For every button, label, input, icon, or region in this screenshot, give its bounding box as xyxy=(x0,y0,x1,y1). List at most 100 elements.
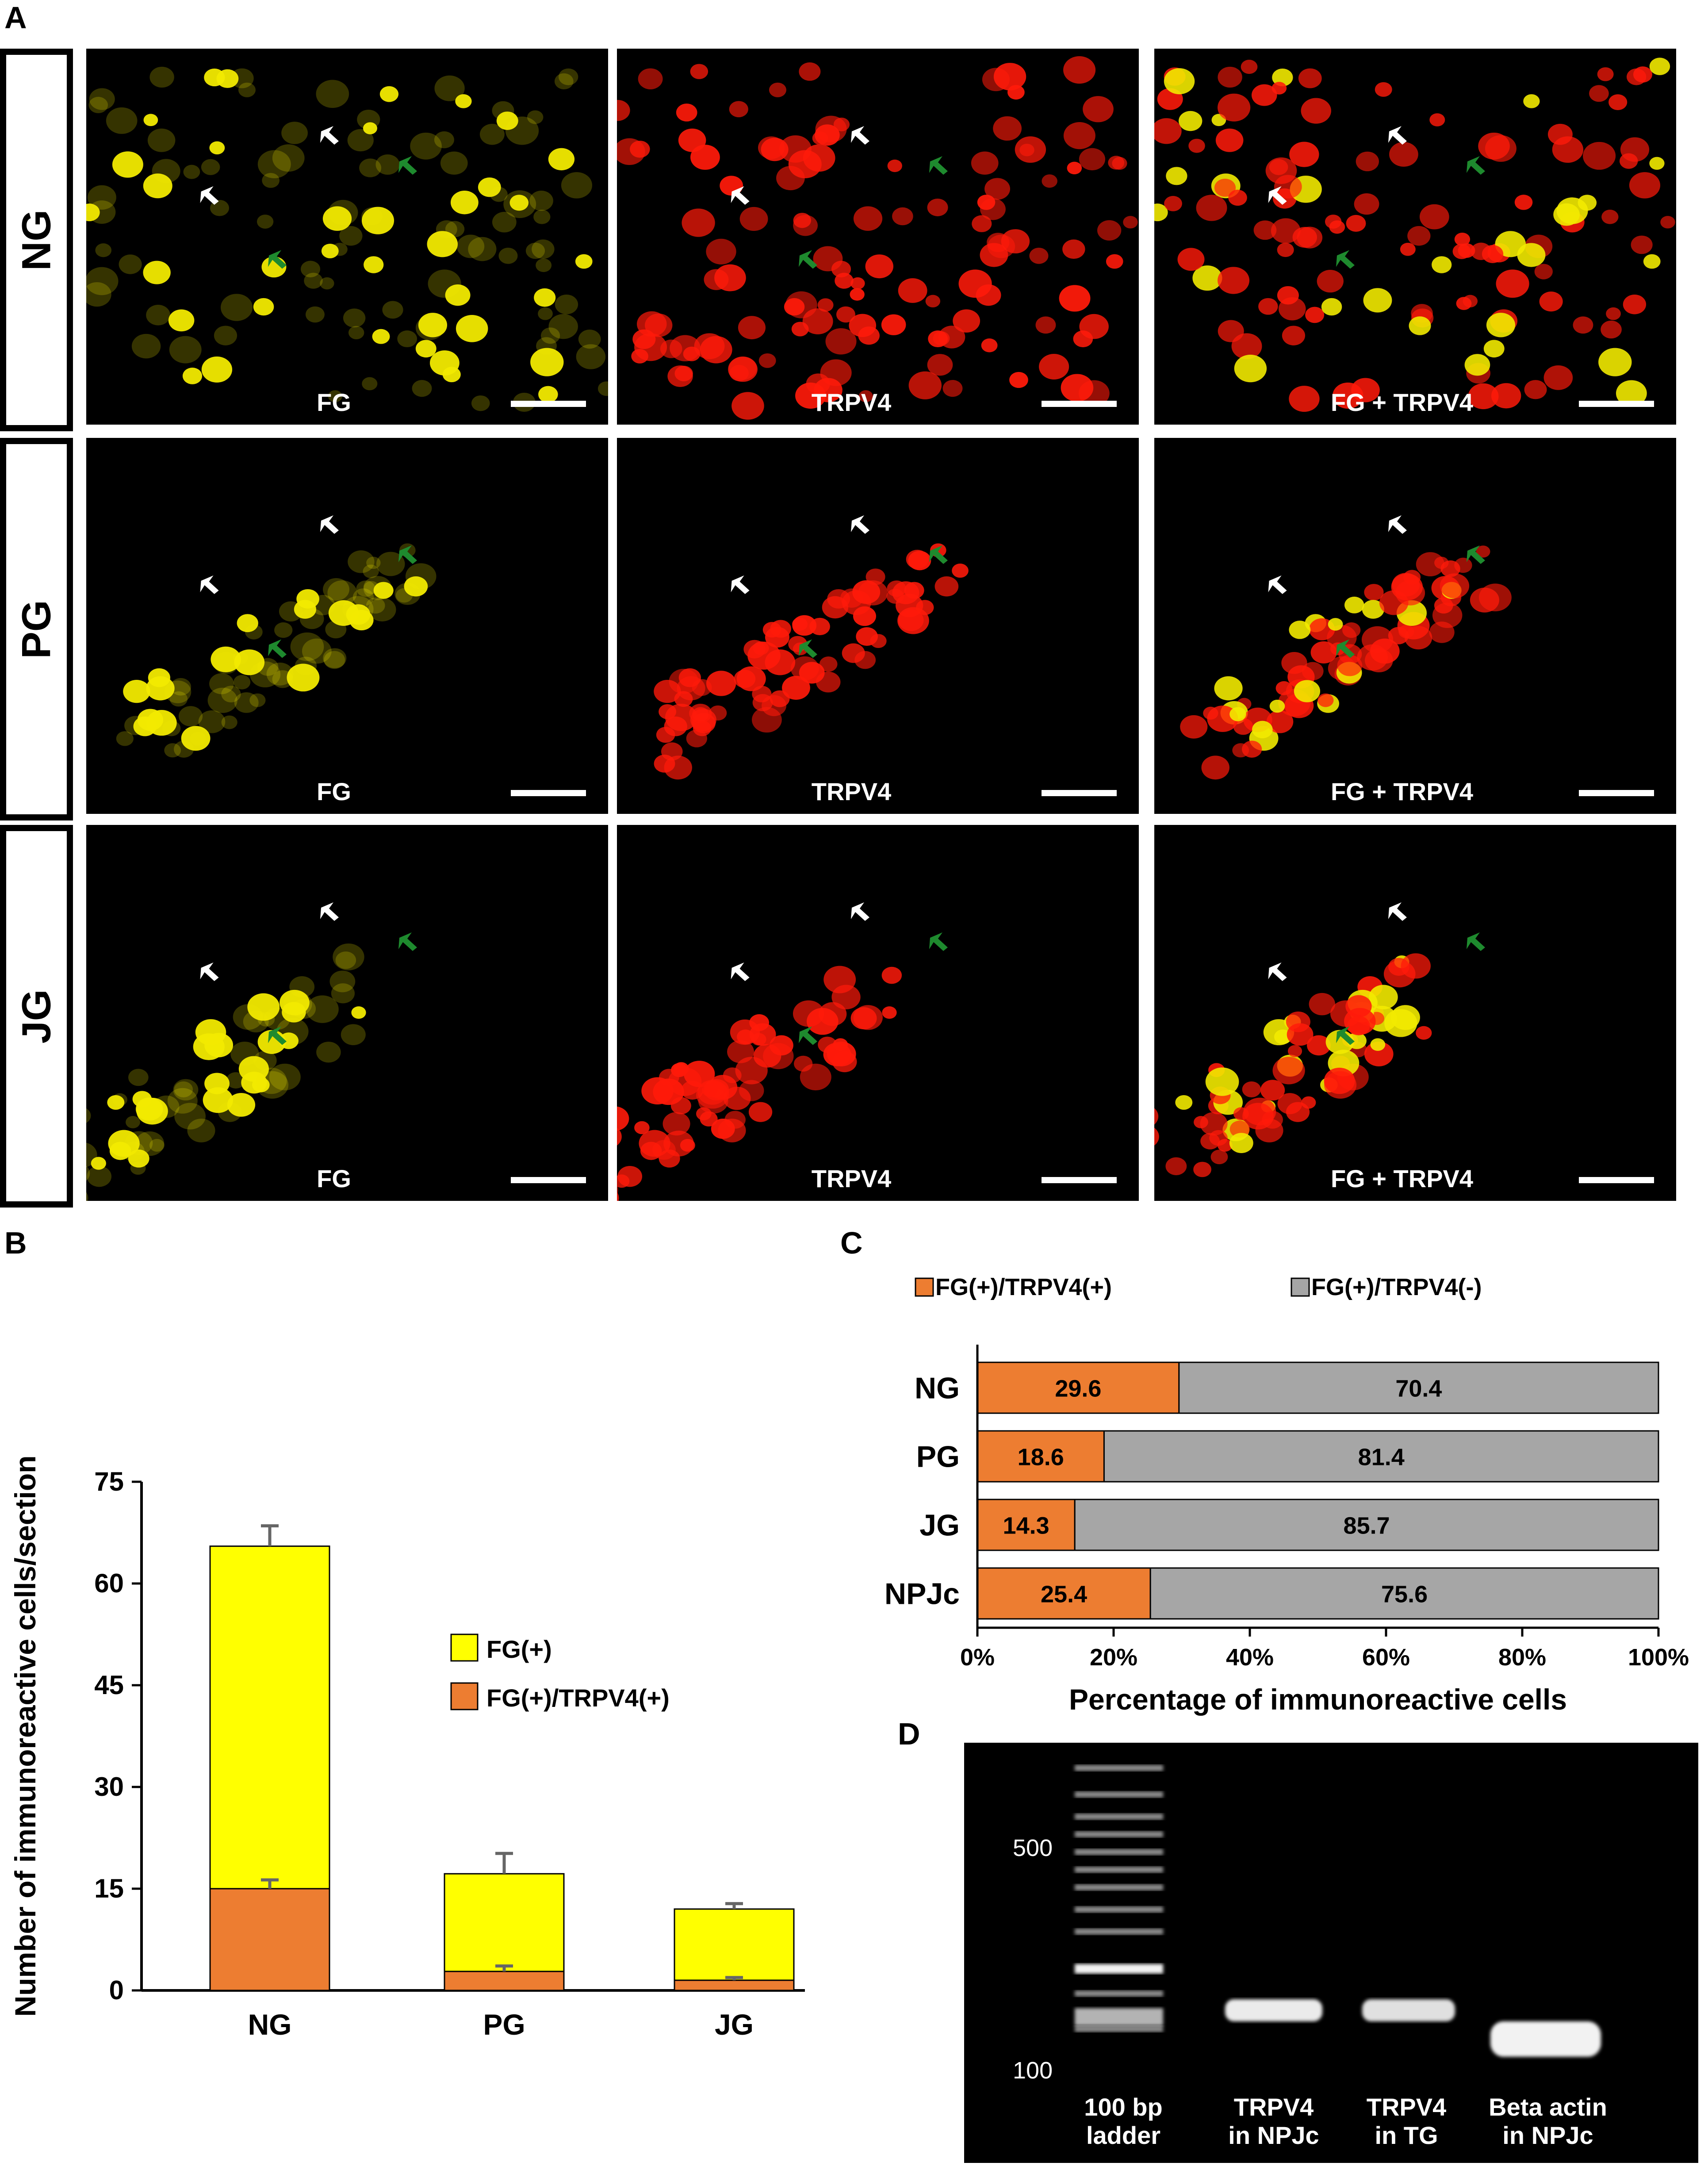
scale-bar xyxy=(511,790,586,796)
marker-100: 100 xyxy=(1013,2057,1053,2084)
legend-label: FG(+) xyxy=(486,1635,552,1663)
legend-label-positive: FG(+)/TRPV4(+) xyxy=(935,1274,1112,1300)
scale-bar xyxy=(511,1177,586,1183)
bar-negative-jg xyxy=(1074,1499,1659,1551)
scale-bar xyxy=(1042,1177,1117,1183)
micrograph-ng-merge: FG + TRPV4 xyxy=(1154,49,1676,425)
panel-b-bar-chart: 0 15 30 45 60 75 Number of immunoreactive cell… xyxy=(9,1455,805,2041)
micrograph-label: TRPV4 xyxy=(811,778,892,805)
row-label-text: PG xyxy=(14,600,59,659)
data-label-positive: 25.4 xyxy=(1041,1581,1087,1608)
ladder-band xyxy=(1075,2026,1163,2032)
band-trpv4-tg xyxy=(1362,1999,1455,2021)
panel-c-letter: C xyxy=(840,1226,863,1260)
x-tick-label: 60% xyxy=(1362,1644,1410,1671)
band-trpv4-npjc xyxy=(1225,1999,1322,2021)
ladder-band xyxy=(1075,1964,1163,1974)
row-label-text: NG xyxy=(14,209,59,271)
panel-c-percentage-chart: FG(+)/TRPV4(+) FG(+)/TRPV4(-) 29.6 70.4 NG 18… xyxy=(885,1274,1689,1716)
micrograph-jg-fg: FG xyxy=(86,825,608,1201)
row-label-ng: NG xyxy=(0,49,73,431)
panel-b-letter: B xyxy=(4,1226,27,1260)
row-label-pg: PG xyxy=(0,438,73,820)
ladder-band xyxy=(1075,1906,1163,1913)
data-label-positive: 14.3 xyxy=(1003,1513,1049,1539)
y-tick-label: 15 xyxy=(94,1874,124,1903)
x-tick-label: PG xyxy=(483,2008,525,2041)
x-tick-label: NG xyxy=(248,2008,292,2041)
y-tick-label: 45 xyxy=(94,1670,124,1700)
ladder-band xyxy=(1075,1831,1163,1837)
bar-negative-pg xyxy=(1103,1430,1659,1483)
micrograph-label: FG + TRPV4 xyxy=(1330,388,1474,416)
scale-bar xyxy=(1579,790,1654,796)
ladder-band xyxy=(1075,2008,1163,2026)
row-label-text: JG xyxy=(14,989,59,1043)
bar-negative-npjc xyxy=(1149,1567,1659,1620)
micrograph-label: FG xyxy=(317,778,351,805)
ladder-band xyxy=(1075,1928,1163,1935)
bar-negative-ng xyxy=(1178,1361,1659,1414)
bar-fg-trpv4-pg xyxy=(444,1971,565,1991)
data-label-negative: 70.4 xyxy=(1395,1376,1442,1402)
micrograph-label: TRPV4 xyxy=(811,388,892,416)
ladder-band xyxy=(1075,1990,1163,1997)
micrograph-label: FG xyxy=(317,1165,351,1192)
gel-bands xyxy=(1075,1765,1601,2057)
micrograph-label: FG + TRPV4 xyxy=(1330,778,1474,805)
x-tick-label: 0% xyxy=(960,1644,995,1671)
x-tick-label: JG xyxy=(715,2008,754,2041)
y-tick-label: 0 xyxy=(109,1975,124,2005)
y-tick-label: 75 xyxy=(94,1467,124,1496)
lane-label-trpv4-npjc: TRPV4 in NPJc xyxy=(1228,2093,1319,2150)
scale-bar xyxy=(1042,401,1117,407)
micrograph-label: TRPV4 xyxy=(811,1165,892,1192)
ladder-band xyxy=(1075,1765,1163,1771)
ladder-band xyxy=(1075,1867,1163,1873)
lane-label-trpv4-tg: TRPV4 in TG xyxy=(1366,2093,1447,2150)
scale-bar xyxy=(1042,790,1117,796)
y-axis-label: Number of immunoreactive cells/section xyxy=(9,1455,42,2017)
scale-bar xyxy=(1579,401,1654,407)
band-beta-actin xyxy=(1490,2021,1601,2057)
micrograph-jg-merge: FG + TRPV4 xyxy=(1154,825,1676,1201)
data-label-positive: 18.6 xyxy=(1018,1444,1064,1471)
ladder-band xyxy=(1075,1884,1163,1890)
row-label-jg: JG xyxy=(0,825,73,1208)
panel-a-letter: A xyxy=(4,0,27,35)
category-label: PG xyxy=(916,1440,960,1474)
category-label: JG xyxy=(919,1509,960,1542)
bar-fg-trpv4-ng xyxy=(209,1888,330,1991)
micrograph-pg-merge: FG + TRPV4 xyxy=(1154,438,1676,814)
lane-label-beta-actin-npjc: Beta actin in NPJc xyxy=(1489,2093,1607,2150)
scale-bar xyxy=(1579,1177,1654,1183)
lane-label-ladder: 100 bp ladder xyxy=(1084,2093,1163,2150)
legend-label: FG(+)/TRPV4(+) xyxy=(486,1684,670,1712)
bar-positive-jg xyxy=(977,1499,1076,1551)
micrograph-pg-fg: FG xyxy=(86,438,608,814)
micrograph-ng-trpv4: TRPV4 xyxy=(617,49,1139,425)
y-tick-label: 60 xyxy=(94,1568,124,1598)
y-tick-label: 30 xyxy=(94,1772,124,1802)
x-tick-label: 20% xyxy=(1090,1644,1137,1671)
data-label-positive: 29.6 xyxy=(1055,1376,1101,1402)
legend-label-negative: FG(+)/TRPV4(-) xyxy=(1311,1274,1482,1300)
ladder-band xyxy=(1075,1791,1163,1798)
data-label-negative: 85.7 xyxy=(1344,1513,1390,1539)
panel-d-gel-image: 500 100 100 bp ladder TRPV4 in NPJc TRPV4 i… xyxy=(964,1743,1698,2163)
x-axis-label: Percentage of immunoreactive cells xyxy=(1069,1683,1567,1716)
panel-d-letter: D xyxy=(898,1717,920,1751)
x-tick-label: 40% xyxy=(1226,1644,1274,1671)
ladder-band xyxy=(1075,1849,1163,1855)
micrograph-pg-trpv4: TRPV4 xyxy=(617,438,1139,814)
legend-swatch-negative xyxy=(1291,1277,1310,1297)
data-label-negative: 81.4 xyxy=(1358,1444,1405,1471)
micrograph-label: FG xyxy=(317,388,351,416)
micrograph-ng-fg: FG xyxy=(86,49,608,425)
scale-bar xyxy=(511,401,586,407)
micrograph-label: FG + TRPV4 xyxy=(1330,1165,1474,1192)
bar-fg-trpv4-jg xyxy=(674,1979,795,1991)
x-tick-label: 80% xyxy=(1498,1644,1546,1671)
category-label: NG xyxy=(915,1372,960,1405)
data-label-negative: 75.6 xyxy=(1381,1581,1428,1608)
